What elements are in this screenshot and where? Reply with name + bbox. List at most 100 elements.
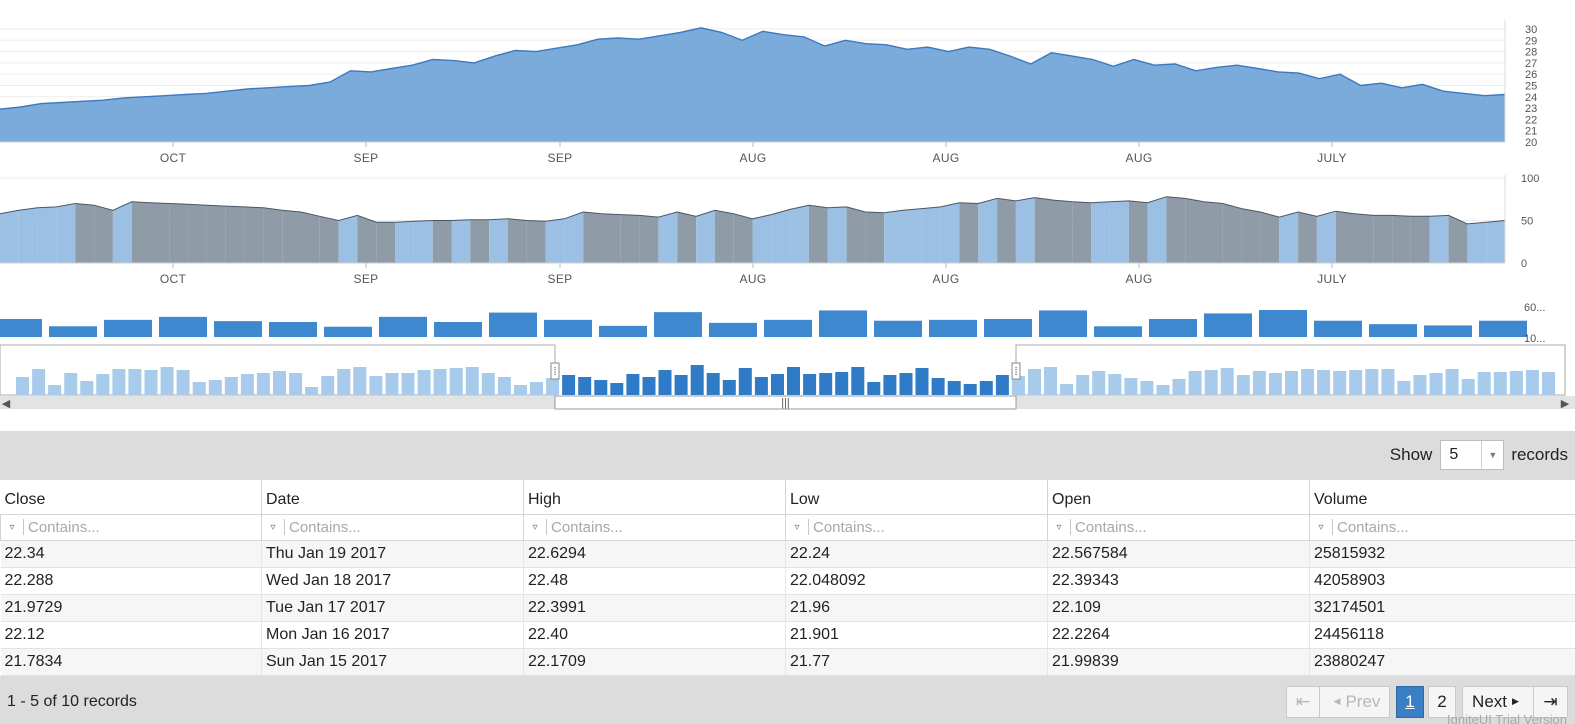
volume-bar[interactable] <box>1369 324 1417 337</box>
indicator-segment[interactable] <box>1204 201 1223 263</box>
indicator-segment[interactable] <box>282 210 301 263</box>
filter-icon[interactable]: ▿ <box>532 521 538 533</box>
indicator-segment[interactable] <box>150 202 170 263</box>
indicator-segment[interactable] <box>131 201 151 263</box>
indicator-segment[interactable] <box>0 210 19 263</box>
table-row[interactable]: 21.7834 Sun Jan 15 2017 22.1709 21.77 21.998… <box>0 648 1575 676</box>
prev-page-button[interactable]: ◀ Prev <box>1320 685 1390 718</box>
indicator-segment[interactable] <box>94 205 113 263</box>
indicator-segment[interactable] <box>714 210 734 263</box>
indicator-segment[interactable] <box>56 203 76 264</box>
indicator-segment[interactable] <box>1072 201 1092 263</box>
indicator-segment[interactable] <box>1448 215 1468 263</box>
indicator-segment[interactable] <box>733 213 753 263</box>
indicator-segment[interactable] <box>545 218 565 263</box>
chevron-down-icon[interactable]: ▼ <box>1481 441 1503 469</box>
filter-icon[interactable]: ▿ <box>1318 521 1324 533</box>
indicator-segment[interactable] <box>263 207 283 263</box>
volume-bar-chart[interactable]: 60... 10... <box>0 302 1545 345</box>
indicator-segment[interactable] <box>1241 208 1261 263</box>
indicator-segment[interactable] <box>37 206 57 263</box>
indicator-segment[interactable] <box>884 210 903 263</box>
volume-bar[interactable] <box>324 326 372 337</box>
indicator-segment[interactable] <box>432 220 452 264</box>
page-button-2[interactable]: 2 <box>1428 685 1456 718</box>
indicator-area-chart[interactable]: 0 50 100 OCT SEP SEP AUG AUG AUG JULY <box>0 173 1539 286</box>
range-end-handle[interactable] <box>1011 362 1021 380</box>
table-row[interactable]: 21.9729 Tue Jan 17 2017 22.3991 21.96 22.109… <box>0 594 1575 622</box>
indicator-segment[interactable] <box>301 212 320 263</box>
next-page-button[interactable]: Next ▶ <box>1462 685 1534 718</box>
volume-bar[interactable] <box>1039 310 1087 337</box>
indicator-segment[interactable] <box>997 198 1016 263</box>
column-header-volume[interactable]: Volume <box>1309 480 1575 515</box>
indicator-segment[interactable] <box>639 215 659 263</box>
volume-bar[interactable] <box>434 322 482 337</box>
indicator-segment[interactable] <box>959 202 979 263</box>
indicator-segment[interactable] <box>507 218 527 263</box>
volume-bar[interactable] <box>104 319 152 337</box>
volume-bar[interactable] <box>819 310 867 337</box>
indicator-segment[interactable] <box>1410 216 1430 263</box>
column-header-high[interactable]: High <box>523 480 786 515</box>
volume-bar[interactable] <box>984 319 1032 337</box>
volume-bar[interactable] <box>0 319 42 337</box>
indicator-segment[interactable] <box>846 206 866 263</box>
price-line[interactable] <box>0 27 1506 110</box>
indicator-segment[interactable] <box>583 212 602 263</box>
indicator-segment[interactable] <box>1034 197 1054 263</box>
indicator-segment[interactable] <box>526 220 546 264</box>
indicator-segment[interactable] <box>413 220 433 264</box>
indicator-segment[interactable] <box>451 219 471 263</box>
indicator-segment[interactable] <box>338 215 358 263</box>
indicator-segment[interactable] <box>1279 212 1299 263</box>
indicator-segment[interactable] <box>1166 196 1186 263</box>
indicator-segment[interactable] <box>620 214 640 263</box>
column-header-close[interactable]: Close <box>0 480 262 515</box>
indicator-segment[interactable] <box>244 206 264 263</box>
volume-bar[interactable] <box>709 322 757 337</box>
page-size-dropdown[interactable]: 5 ▼ <box>1440 440 1505 470</box>
filter-input-high[interactable] <box>551 518 785 536</box>
filter-input-volume[interactable] <box>1337 518 1575 536</box>
indicator-segment[interactable] <box>1185 198 1204 263</box>
indicator-segment[interactable] <box>677 212 697 263</box>
indicator-segment[interactable] <box>1335 211 1355 263</box>
indicator-segment[interactable] <box>1260 212 1280 263</box>
indicator-segment[interactable] <box>112 201 132 263</box>
indicator-segment[interactable] <box>1109 200 1129 263</box>
indicator-segment[interactable] <box>206 205 226 263</box>
indicator-segment[interactable] <box>1298 212 1317 263</box>
volume-bar[interactable] <box>214 321 262 337</box>
page-button-1[interactable]: 1 <box>1396 685 1424 718</box>
indicator-segment[interactable] <box>1316 211 1336 263</box>
price-area[interactable] <box>0 27 1505 142</box>
indicator-segment[interactable] <box>470 219 490 263</box>
last-page-button[interactable]: ⇥ <box>1534 685 1568 718</box>
volume-bar[interactable] <box>1149 319 1197 337</box>
indicator-segment[interactable] <box>696 210 715 263</box>
indicator-segment[interactable] <box>752 214 772 263</box>
indicator-segment[interactable] <box>1015 197 1035 263</box>
indicator-segment[interactable] <box>1467 222 1487 263</box>
filter-icon[interactable]: ▿ <box>270 521 276 533</box>
table-row[interactable]: 22.12 Mon Jan 16 2017 22.40 21.901 22.2264 24… <box>0 621 1575 649</box>
indicator-segment[interactable] <box>940 202 960 263</box>
indicator-segment[interactable] <box>564 212 584 263</box>
volume-bar[interactable] <box>379 316 427 337</box>
volume-bar[interactable] <box>1424 325 1472 337</box>
indicator-line[interactable] <box>0 196 1506 225</box>
filter-input-date[interactable] <box>289 518 523 536</box>
volume-bar[interactable] <box>49 326 97 337</box>
indicator-segment[interactable] <box>1392 215 1411 263</box>
indicator-segment[interactable] <box>1053 200 1073 263</box>
table-row[interactable]: 22.288 Wed Jan 18 2017 22.48 22.048092 22.39… <box>0 567 1575 595</box>
indicator-segment[interactable] <box>827 206 847 263</box>
indicator-segment[interactable] <box>865 212 885 263</box>
financial-chart[interactable]: 20 21 22 23 24 25 26 27 28 29 30 OCT SEP SEP AUG AUG AUG… <box>0 0 1575 412</box>
column-header-open[interactable]: Open <box>1047 480 1310 515</box>
volume-bar[interactable] <box>1094 326 1142 337</box>
indicator-segment[interactable] <box>1486 220 1505 264</box>
volume-bar[interactable] <box>544 319 592 337</box>
indicator-segment[interactable] <box>225 206 245 263</box>
